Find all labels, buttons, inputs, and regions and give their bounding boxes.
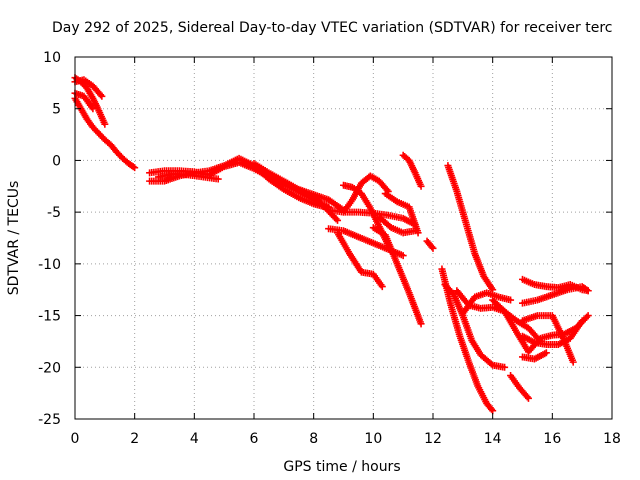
y-tick-label: -25 (38, 412, 61, 428)
x-tick-label: 10 (364, 431, 382, 447)
data-point (429, 244, 437, 252)
data-point (378, 283, 386, 291)
y-tick-label: 5 (52, 102, 61, 118)
data-point (507, 296, 515, 304)
plot-frame (74, 56, 613, 420)
data-point (501, 363, 509, 371)
data-point (542, 349, 550, 357)
series-track-30 (519, 349, 550, 363)
data-point (583, 286, 591, 294)
x-tick-label: 8 (309, 431, 318, 447)
y-tick-label: -15 (38, 309, 61, 325)
series-track-1 (71, 94, 139, 172)
data-point (569, 358, 577, 366)
data-point (523, 393, 531, 401)
data-point (584, 312, 592, 320)
series-track-15 (369, 224, 425, 328)
series-track-20 (438, 265, 497, 415)
y-tick-label: 10 (43, 50, 61, 66)
data-point (214, 175, 222, 183)
series-track-27 (519, 283, 592, 307)
x-tick-label: 18 (603, 431, 621, 447)
series-track-28 (519, 317, 586, 349)
series-track-22 (444, 162, 497, 294)
y-tick-label: -10 (38, 257, 61, 273)
x-axis-label: GPS time / hours (283, 459, 400, 475)
series-track-12 (334, 229, 386, 291)
x-tick-label: 0 (71, 431, 80, 447)
data-point (101, 120, 109, 128)
x-tick-label: 16 (543, 431, 561, 447)
series-track-18 (375, 213, 419, 237)
data-point (97, 91, 105, 99)
data-point (131, 164, 139, 172)
data-point (417, 320, 425, 328)
x-tick-label: 14 (484, 431, 502, 447)
data-point (417, 182, 425, 190)
series-track-31 (507, 372, 532, 402)
x-tick-label: 2 (130, 431, 139, 447)
data-point (524, 394, 532, 402)
x-tick-label: 4 (190, 431, 199, 447)
series-track-7 (155, 170, 222, 183)
x-tick-label: 6 (250, 431, 259, 447)
data-point (129, 163, 137, 171)
y-tick-label: -5 (47, 205, 61, 221)
data-point (487, 405, 495, 413)
data-point (428, 243, 436, 251)
data-point (578, 317, 586, 325)
data-point (399, 252, 407, 260)
y-tick-label: -20 (38, 360, 61, 376)
series-track-8 (250, 160, 347, 214)
series-track-17 (399, 151, 425, 190)
chart-title: Day 292 of 2025, Sidereal Day-to-day VTE… (52, 20, 612, 36)
series-track-29 (519, 312, 577, 366)
data-points (71, 74, 592, 415)
y-tick-label: 0 (52, 153, 61, 169)
series-track-21 (441, 281, 509, 371)
data-point (98, 92, 106, 100)
data-point (411, 227, 419, 235)
series-track-13 (340, 172, 392, 216)
y-axis-label: SDTVAR / TECUs (6, 181, 22, 296)
data-point (334, 216, 342, 224)
series-track-19 (423, 237, 437, 252)
x-tick-label: 12 (424, 431, 442, 447)
data-point (584, 287, 592, 295)
series-track-3 (71, 76, 106, 100)
axis-ticks: 0 2 4 6 8 10 12 14 16 18 -25 -20 -15 -10 -5 0 5 10 (38, 50, 621, 447)
data-point (89, 105, 97, 113)
series-track-24 (459, 289, 515, 318)
